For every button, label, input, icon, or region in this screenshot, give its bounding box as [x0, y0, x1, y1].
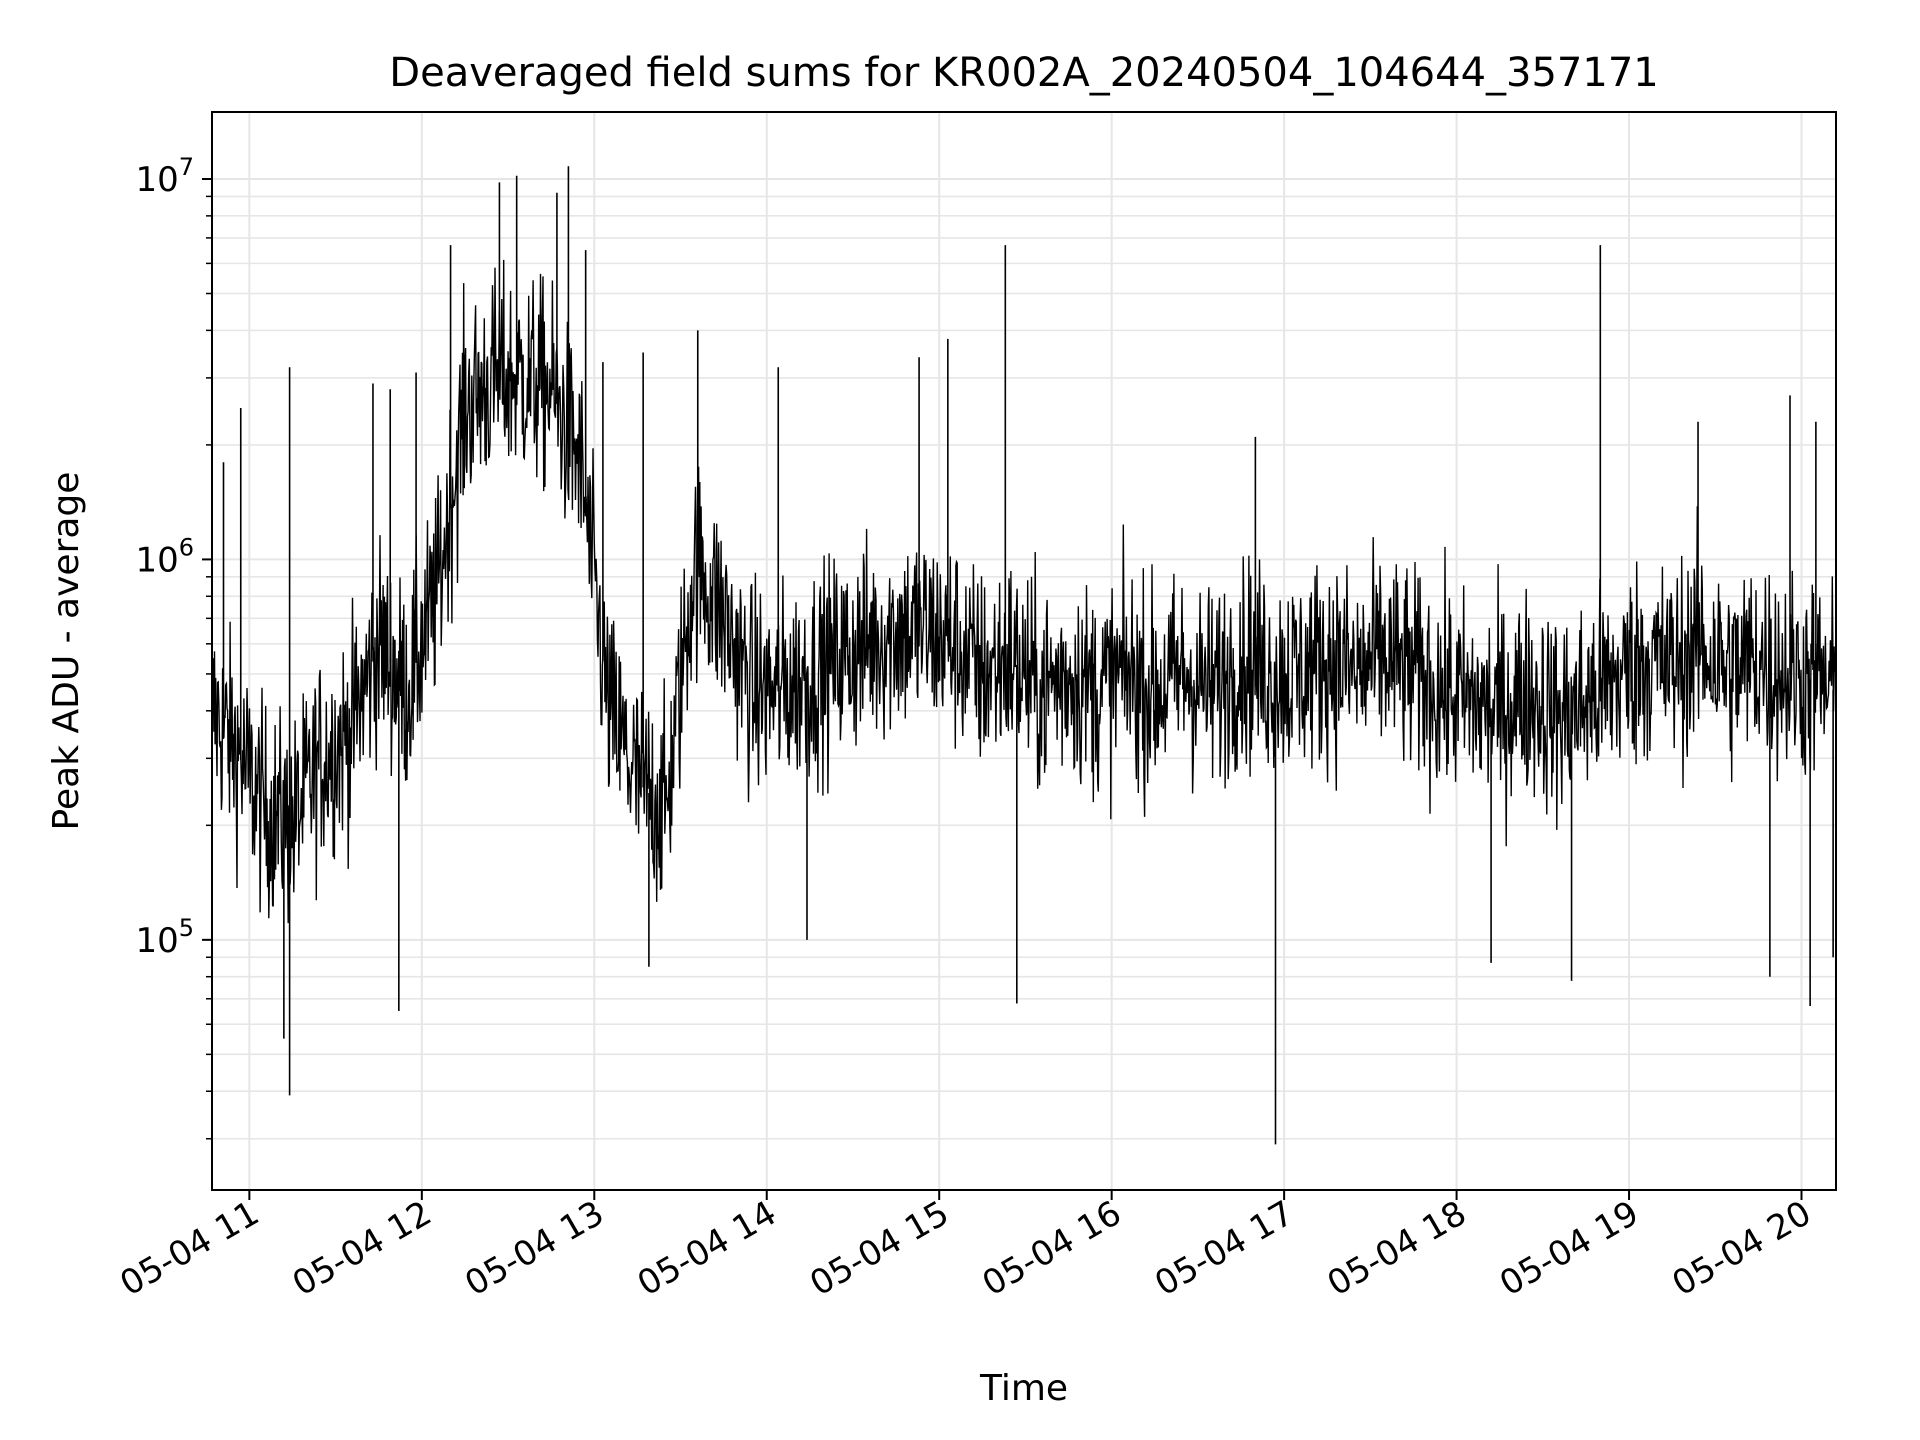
- y-tick-label: 107: [135, 153, 194, 200]
- y-axis-label: Peak ADU - average: [46, 472, 87, 831]
- series-noise-line: [211, 259, 1837, 924]
- chart-title: Deaveraged field sums for KR002A_2024050…: [389, 50, 1658, 96]
- y-tick-label: 106: [135, 533, 194, 580]
- x-axis-label: Time: [979, 1368, 1068, 1409]
- plot-frame: [211, 111, 1837, 1191]
- series-line: [211, 166, 1837, 1145]
- y-tick-label: 105: [135, 914, 194, 961]
